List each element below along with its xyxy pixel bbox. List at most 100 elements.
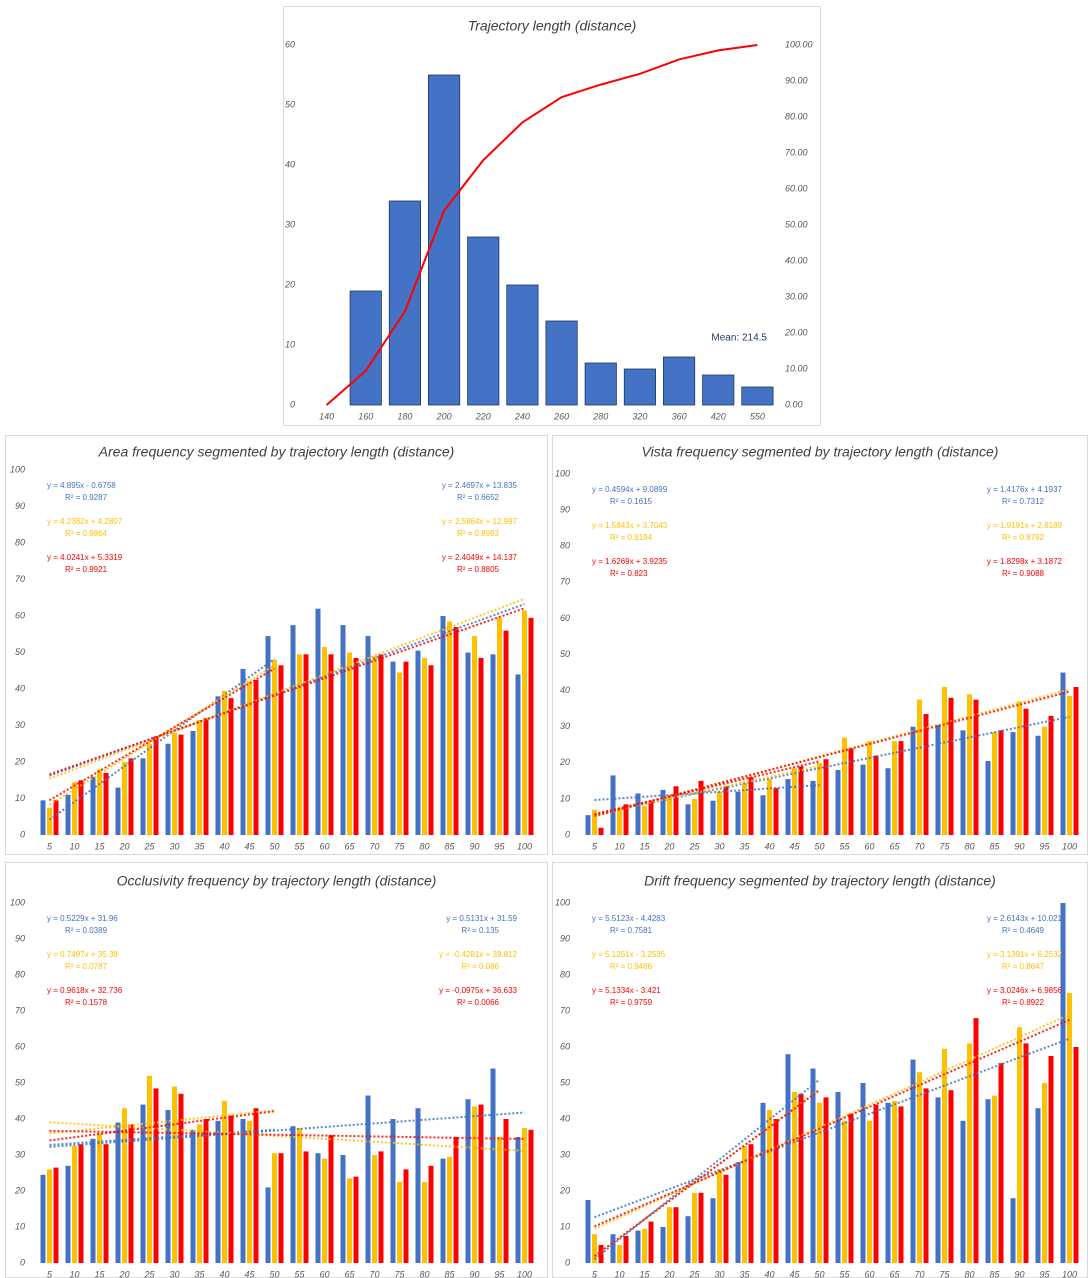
- x-tick-label: 95: [1039, 1269, 1050, 1278]
- bar: [867, 741, 872, 835]
- trend-equation: y = 5.1251x - 3.2535: [592, 950, 666, 959]
- trend-equation: y = -0.4281x + 39.812: [439, 950, 517, 959]
- trend-equation: y = 0.5131x + 31.59: [446, 914, 517, 923]
- bar: [347, 1178, 352, 1263]
- trendline: [49, 1128, 275, 1146]
- bar: [960, 730, 966, 835]
- bar: [1010, 1198, 1016, 1263]
- y-tick-label: 20: [284, 279, 295, 289]
- y-tick-label: 20: [559, 757, 570, 767]
- bar: [353, 1176, 359, 1263]
- trend-r-squared: R² = 0.6652: [457, 493, 500, 502]
- x-tick-label: 30: [169, 841, 179, 851]
- annotation: Mean: 214.5: [711, 333, 767, 344]
- bar: [165, 1110, 171, 1263]
- y-tick-label: 10: [560, 793, 570, 803]
- bar: [623, 804, 629, 835]
- y-tick-label: 60: [560, 613, 570, 623]
- bar: [1017, 1027, 1022, 1263]
- bar: [948, 1090, 954, 1263]
- trendline: [593, 1089, 821, 1257]
- bar: [472, 1106, 477, 1263]
- bar: [447, 1156, 452, 1263]
- bar: [660, 1227, 666, 1263]
- y2-tick-label: 80.00: [785, 111, 808, 121]
- bar: [503, 630, 509, 835]
- trend-equation: y = 4.2382x + 4.2807: [47, 517, 123, 526]
- x-tick-label: 75: [394, 1269, 405, 1278]
- bar: [290, 1126, 296, 1263]
- bar: [584, 362, 617, 406]
- x-tick-label: 260: [553, 411, 569, 421]
- bar: [472, 636, 477, 835]
- bar: [648, 800, 654, 835]
- trend-equation: y = 0.7497x + 35.38: [47, 950, 118, 959]
- x-tick-label: 75: [394, 841, 405, 851]
- y-tick-label: 80: [560, 541, 570, 551]
- bar: [663, 356, 696, 406]
- bar: [403, 1169, 409, 1263]
- trendline: [48, 667, 276, 802]
- x-tick-label: 80: [419, 1269, 429, 1278]
- bar: [698, 1192, 704, 1263]
- trend-equation: y = 4.895x - 0.6758: [47, 481, 116, 490]
- bar: [767, 779, 772, 835]
- x-tick-label: 65: [344, 1269, 355, 1278]
- trendline: [49, 1129, 525, 1140]
- bar: [935, 724, 941, 835]
- bar: [748, 777, 754, 835]
- x-tick-label: 90: [469, 1269, 479, 1278]
- y-tick-label: 100: [555, 897, 570, 907]
- bar: [835, 1092, 841, 1263]
- bar: [773, 788, 779, 835]
- bar: [710, 1198, 716, 1263]
- trend-r-squared: R² = 0.7581: [610, 926, 653, 935]
- x-tick-label: 95: [494, 1269, 505, 1278]
- bar: [1023, 1043, 1029, 1263]
- bar: [128, 758, 134, 835]
- bar: [823, 1097, 829, 1263]
- trend-r-squared: R² = 0.8983: [457, 529, 500, 538]
- bar: [497, 1137, 502, 1263]
- bar: [742, 1146, 747, 1263]
- y-tick-label: 0: [290, 399, 295, 409]
- x-tick-label: 10: [614, 1269, 624, 1278]
- x-tick-label: 60: [864, 1269, 874, 1278]
- bar: [203, 718, 209, 835]
- bar: [585, 1200, 591, 1263]
- bar: [592, 809, 597, 835]
- bar: [1067, 993, 1072, 1263]
- bar: [240, 1119, 246, 1263]
- trend-equation: y = 3.0246x + 6.9856: [987, 986, 1063, 995]
- bar: [428, 1165, 434, 1263]
- bar: [397, 672, 402, 835]
- bar: [515, 674, 521, 835]
- x-tick-label: 280: [592, 411, 608, 421]
- bar: [72, 1146, 77, 1263]
- x-tick-label: 20: [118, 1269, 129, 1278]
- trendline: [594, 1037, 1070, 1219]
- trendline: [49, 603, 525, 777]
- bar: [153, 736, 159, 835]
- x-tick-label: 70: [914, 1269, 924, 1278]
- bar: [685, 1216, 691, 1263]
- bar: [253, 1108, 259, 1263]
- y-tick-label: 40: [15, 1113, 25, 1123]
- bar: [97, 1133, 102, 1263]
- bar: [78, 1144, 84, 1263]
- bar: [942, 1048, 947, 1263]
- x-tick-label: 50: [814, 841, 824, 851]
- trend-r-squared: R² = 0.7312: [1002, 497, 1045, 506]
- bar: [598, 827, 604, 835]
- bar: [885, 1102, 891, 1263]
- bar: [1073, 686, 1079, 835]
- bar: [203, 1119, 209, 1263]
- bar: [873, 1104, 879, 1263]
- bar: [892, 741, 897, 835]
- chart-title: Trajectory length (distance): [468, 18, 637, 34]
- trendline: [594, 760, 820, 816]
- bar: [506, 284, 539, 406]
- trend-r-squared: R² = 0.0787: [65, 962, 108, 971]
- x-tick-label: 40: [219, 841, 229, 851]
